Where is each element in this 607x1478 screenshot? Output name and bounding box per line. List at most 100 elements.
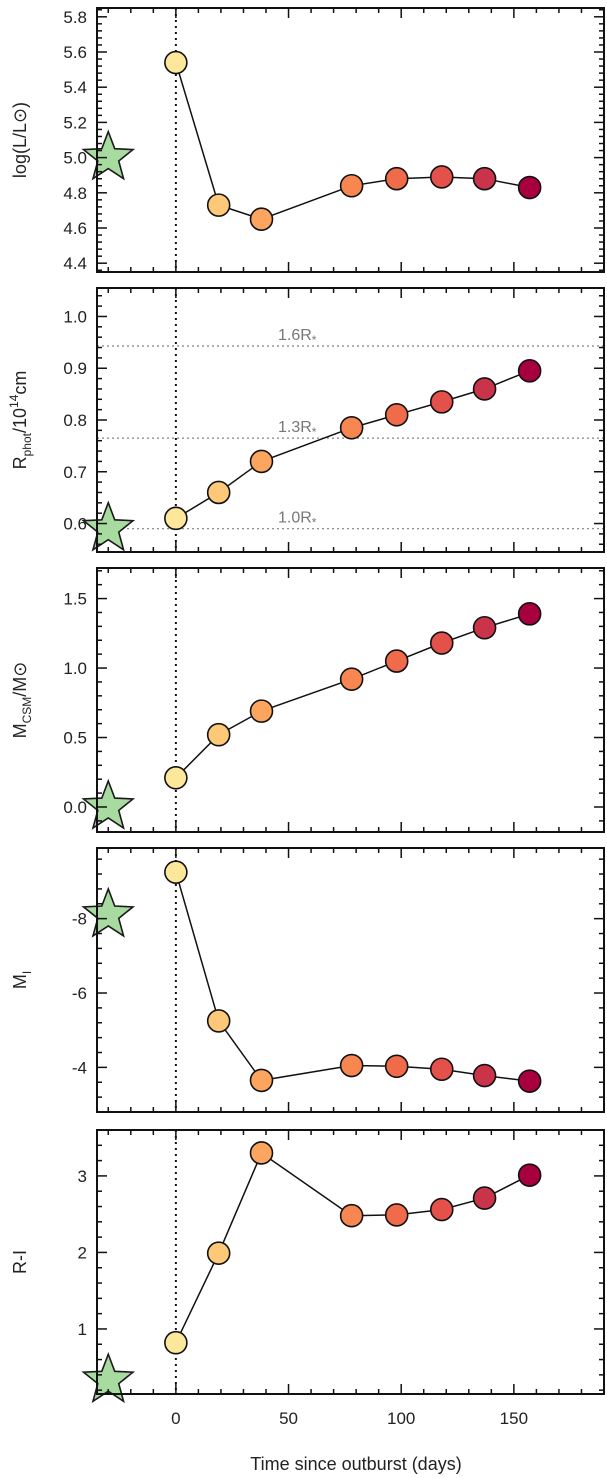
y-tick-label: 0.8: [63, 411, 87, 430]
label-part: cm: [10, 371, 30, 395]
label-part: 1.0R: [278, 510, 312, 527]
data-point: [164, 506, 188, 531]
star-marker: [81, 129, 136, 181]
data-point: [472, 166, 497, 191]
y-axis-label: Rphot/1014cm: [7, 371, 34, 470]
label-part: R: [10, 456, 30, 469]
label-part: *: [312, 516, 317, 530]
label-part: phot: [20, 432, 34, 456]
data-point: [339, 415, 364, 440]
data-point: [249, 699, 274, 723]
y-axis-label: MI: [10, 971, 34, 989]
series-line: [175, 613, 530, 779]
y-tick-label: 0.6: [63, 515, 87, 534]
data-point: [384, 403, 409, 427]
y-tick-label: 1.5: [63, 590, 87, 609]
data-point: [472, 377, 497, 401]
label-part: /10: [10, 408, 30, 433]
data-point: [517, 1163, 542, 1187]
y-tick-label: 2: [78, 1243, 87, 1262]
data-point: [384, 1203, 409, 1227]
y-tick-label: 0.0: [63, 798, 87, 817]
data-point: [517, 602, 542, 626]
panel-5: 1 2 3 R-I: [10, 1129, 605, 1404]
y-tick-label: -4: [72, 1058, 87, 1077]
label-part: log(L/L⊙): [10, 102, 30, 178]
label-part: M: [10, 723, 30, 738]
data-point: [339, 173, 364, 198]
y-tick-label: 1.0: [63, 307, 87, 326]
data-point: [206, 1241, 231, 1265]
data-point: [384, 166, 409, 191]
data-point: [164, 50, 188, 75]
panel-frame: [96, 7, 605, 273]
star-marker: [81, 886, 136, 938]
data-point: [472, 615, 497, 640]
y-tick-label: 0.9: [63, 359, 87, 378]
label-part: 1.3R: [278, 419, 312, 436]
data-point: [472, 1186, 497, 1210]
y-tick-label: 4.6: [63, 219, 87, 238]
data-point: [384, 649, 409, 673]
data-point: [339, 1203, 364, 1228]
x-tick-label: 0: [171, 1409, 180, 1428]
y-tick-label: 0.7: [63, 463, 87, 482]
y-tick-label: 1: [78, 1320, 87, 1339]
x-axis-label: Time since outburst (days): [250, 1454, 461, 1474]
data-point: [429, 1057, 454, 1082]
reference-line-label: 1.0R*: [278, 510, 317, 530]
label-part: *: [312, 333, 317, 347]
data-point: [429, 631, 454, 655]
panel-4: -4 -6 -8 MI: [10, 847, 605, 1113]
reference-line-label: 1.6R*: [278, 327, 317, 347]
data-point: [206, 480, 231, 505]
data-point: [429, 1197, 454, 1222]
label-part: CSM: [20, 697, 34, 724]
data-point: [339, 1053, 364, 1078]
y-tick-label: -6: [72, 984, 87, 1003]
data-point: [164, 860, 188, 884]
y-axis-label: MCSM/M⊙: [10, 662, 34, 739]
label-part: 14: [7, 394, 21, 408]
label-part: /M⊙: [10, 662, 30, 697]
label-part: R-I: [10, 1250, 30, 1274]
y-tick-label: 3: [78, 1167, 87, 1186]
panel-2: 1.0R*1.3R*1.6R*0.60.70.80.91.0Rphot/1014…: [7, 287, 605, 553]
panel-frame: [96, 847, 605, 1113]
y-tick-label: 5.0: [63, 149, 87, 168]
plot-area: [174, 568, 530, 832]
data-point: [517, 175, 542, 200]
star-marker: [81, 778, 136, 830]
panel-frame: [96, 567, 605, 833]
data-point: [164, 766, 188, 790]
panel-1: 4.4 4.6 4.8 5.0 5.2 5.4 5.6 5.8 log(L/L⊙): [10, 7, 605, 273]
y-tick-label: 4.8: [63, 184, 87, 203]
data-point: [206, 1009, 231, 1033]
y-tick-label: 1.0: [63, 659, 87, 678]
label-part: 1.6R: [278, 327, 312, 344]
plot-area: [174, 1130, 530, 1394]
y-tick-label: 5.4: [63, 78, 87, 97]
y-tick-label: 5.6: [63, 43, 87, 62]
y-tick-label: 5.2: [63, 113, 87, 132]
label-part: *: [312, 425, 317, 439]
y-tick-label: 5.8: [63, 8, 87, 27]
y-axis-label: log(L/L⊙): [10, 102, 30, 178]
y-tick-label: 4.4: [63, 254, 87, 273]
data-point: [339, 667, 364, 691]
data-point: [206, 193, 231, 217]
data-point: [249, 1141, 274, 1165]
star-marker: [81, 500, 136, 552]
plot-area: [174, 8, 530, 272]
data-point: [472, 1063, 497, 1088]
panel-frame: [96, 1129, 605, 1395]
panel-3: 0.0 0.5 1.0 1.5 MCSM/M⊙: [10, 567, 605, 833]
data-point: [164, 1330, 188, 1355]
data-point: [206, 722, 231, 747]
data-point: [517, 359, 542, 383]
label-part: M: [10, 974, 30, 989]
data-point: [249, 449, 274, 474]
data-point: [249, 207, 274, 231]
data-point: [249, 1068, 274, 1093]
